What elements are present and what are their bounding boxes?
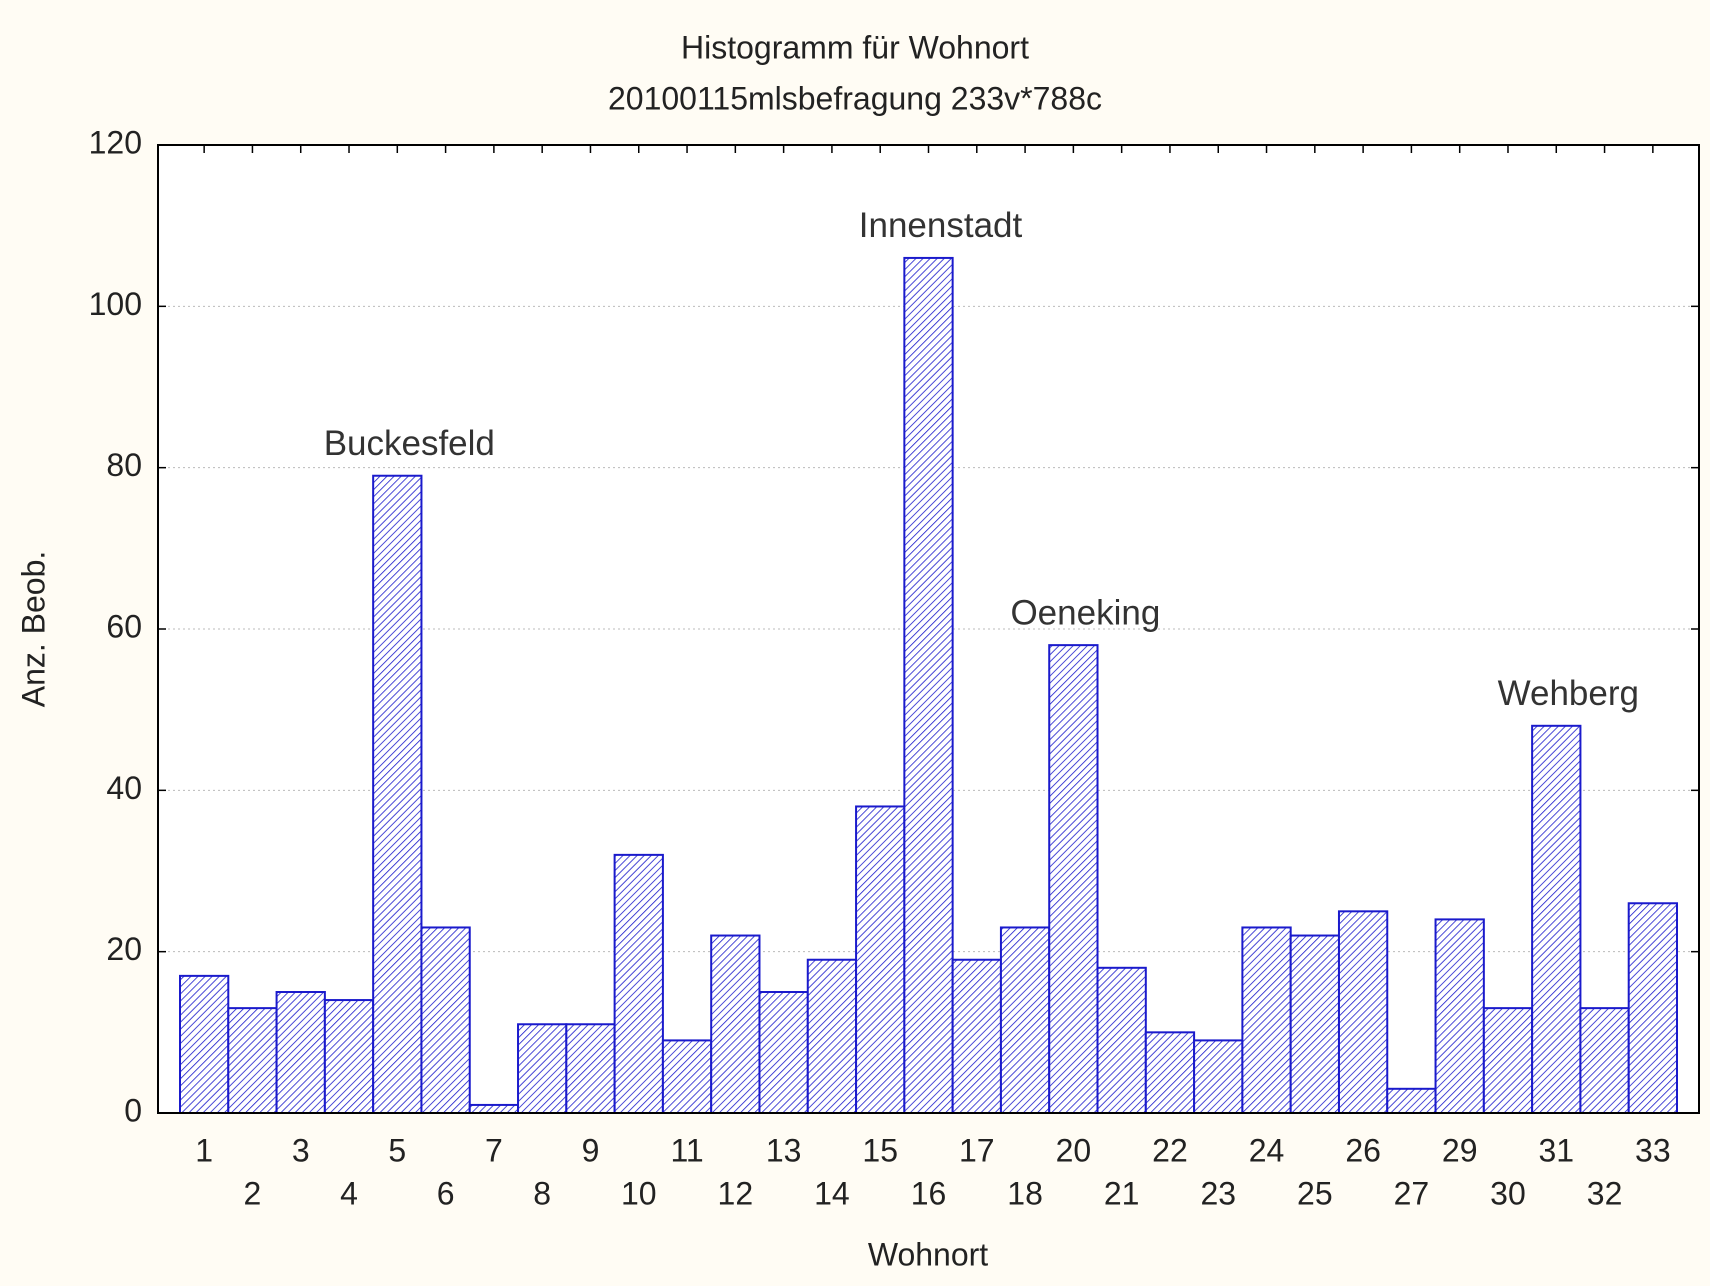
bar: [1531, 724, 1582, 1114]
bar: [1434, 918, 1485, 1115]
bar: [517, 1023, 568, 1115]
bar: [1386, 1087, 1437, 1115]
x-tick-label: 24: [1249, 1132, 1285, 1168]
x-tick-label: 29: [1442, 1132, 1478, 1168]
y-tick-label: 60: [106, 608, 142, 644]
x-axis-label: Wohnort: [868, 1236, 988, 1272]
x-tick-label: 9: [582, 1132, 600, 1168]
x-tick-label: 25: [1297, 1175, 1333, 1211]
bar: [1337, 910, 1389, 1114]
bar: [1096, 966, 1147, 1114]
x-tick-label: 15: [862, 1132, 898, 1168]
y-tick-label: 20: [106, 931, 142, 967]
x-tick-label: 13: [766, 1132, 802, 1168]
bar: [1482, 1007, 1534, 1115]
bar: [323, 999, 375, 1114]
annotation: Wehberg: [1498, 674, 1639, 713]
x-tick-label: 10: [621, 1175, 657, 1211]
annotation: Innenstadt: [859, 206, 1023, 245]
x-tick-label: 22: [1152, 1132, 1188, 1168]
x-tick-label: 23: [1200, 1175, 1236, 1211]
y-tick-label: 100: [89, 286, 142, 322]
bar: [951, 958, 1002, 1114]
bar: [565, 1023, 616, 1115]
bar: [275, 991, 326, 1114]
bar: [227, 1007, 278, 1115]
bar: [710, 934, 761, 1114]
bar: [468, 1103, 520, 1115]
bar: [1241, 926, 1292, 1115]
bar: [420, 926, 471, 1115]
x-tick-label: 11: [670, 1132, 703, 1168]
bar: [1193, 1039, 1244, 1115]
y-tick-label: 0: [124, 1092, 142, 1128]
x-tick-label: 27: [1394, 1175, 1430, 1211]
plot-frame: [157, 144, 1700, 1114]
y-tick-label: 120: [89, 124, 142, 160]
x-tick-label: 4: [340, 1175, 358, 1211]
y-axis-label: Anz. Beob.: [15, 551, 51, 708]
x-tick-label: 2: [244, 1175, 262, 1211]
x-tick-label: 16: [911, 1175, 947, 1211]
x-tick-label: 3: [292, 1132, 310, 1168]
x-tick-label: 14: [814, 1175, 850, 1211]
chart-subtitle: 20100115mlsbefragung 233v*788c: [608, 80, 1102, 116]
x-tick-label: 32: [1587, 1175, 1623, 1211]
bar: [1627, 902, 1679, 1114]
chart-title: Histogramm für Wohnort: [681, 29, 1029, 65]
bar: [1289, 934, 1340, 1114]
x-tick-label: 31: [1538, 1132, 1574, 1168]
bar: [855, 805, 906, 1114]
bar: [661, 1039, 713, 1115]
annotation: Oeneking: [1010, 593, 1160, 632]
x-tick-label: 12: [718, 1175, 754, 1211]
bar: [999, 926, 1051, 1115]
bar: [613, 853, 664, 1114]
x-tick-label: 8: [533, 1175, 551, 1211]
x-tick-label: 20: [1056, 1132, 1092, 1168]
x-tick-label: 21: [1104, 1175, 1140, 1211]
annotation: Buckesfeld: [324, 424, 495, 463]
bar: [1579, 1007, 1630, 1115]
x-tick-label: 18: [1007, 1175, 1043, 1211]
bar: [806, 958, 858, 1114]
bar: [903, 256, 954, 1114]
x-tick-label: 26: [1345, 1132, 1381, 1168]
y-tick-label: 40: [106, 770, 142, 806]
x-tick-label: 5: [388, 1132, 406, 1168]
bar: [179, 974, 230, 1114]
x-tick-label: 6: [437, 1175, 455, 1211]
x-tick-label: 30: [1490, 1175, 1526, 1211]
x-tick-label: 7: [485, 1132, 503, 1168]
bar: [372, 474, 423, 1114]
x-tick-label: 1: [195, 1132, 213, 1168]
y-tick-label: 80: [106, 447, 142, 483]
x-tick-label: 33: [1635, 1132, 1671, 1168]
bar: [1048, 644, 1099, 1115]
bar: [758, 991, 809, 1114]
bar: [1144, 1031, 1196, 1115]
x-tick-label: 17: [959, 1132, 995, 1168]
